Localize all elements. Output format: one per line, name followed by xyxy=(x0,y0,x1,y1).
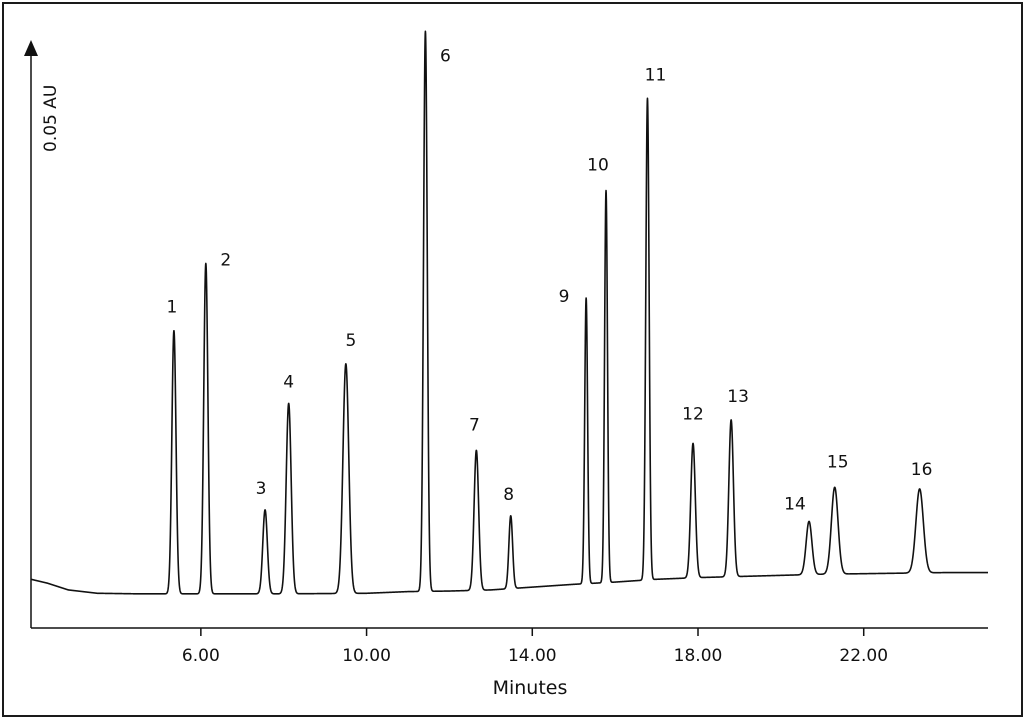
peak-label: 5 xyxy=(345,331,356,351)
peak-label: 7 xyxy=(469,415,480,435)
x-tick-labels: 6.00 10.00 14.00 18.00 22.00 xyxy=(182,646,888,666)
x-tick-label: 14.00 xyxy=(508,646,557,666)
x-tick-label: 18.00 xyxy=(674,646,723,666)
peak-label: 3 xyxy=(256,479,267,499)
chromatogram-trace xyxy=(30,30,989,595)
peak-label: 10 xyxy=(587,156,609,176)
peak-label: 14 xyxy=(784,494,806,514)
x-tick-label: 6.00 xyxy=(182,646,220,666)
peak-label: 11 xyxy=(645,65,667,85)
chromatogram-chart: 6.00 10.00 14.00 18.00 22.00 123456789101112… xyxy=(24,30,989,699)
peak-label: 4 xyxy=(283,372,294,392)
x-tick-label: 10.00 xyxy=(342,646,391,666)
peak-label: 8 xyxy=(503,485,514,505)
peak-label: 1 xyxy=(166,298,177,318)
x-axis-title: Minutes xyxy=(493,677,568,699)
x-tick-label: 22.00 xyxy=(839,646,888,666)
peak-label: 15 xyxy=(827,452,849,472)
peak-label: 13 xyxy=(727,387,749,407)
peak-label: 9 xyxy=(559,287,570,307)
y-axis-arrow xyxy=(24,40,38,56)
y-axis-scale-label: 0.05 AU xyxy=(41,85,61,152)
axes xyxy=(24,40,988,629)
peak-label: 6 xyxy=(440,46,451,66)
peak-label: 2 xyxy=(220,250,231,270)
x-ticks xyxy=(200,628,865,636)
peak-label: 12 xyxy=(682,404,704,424)
peak-label: 16 xyxy=(911,460,933,480)
